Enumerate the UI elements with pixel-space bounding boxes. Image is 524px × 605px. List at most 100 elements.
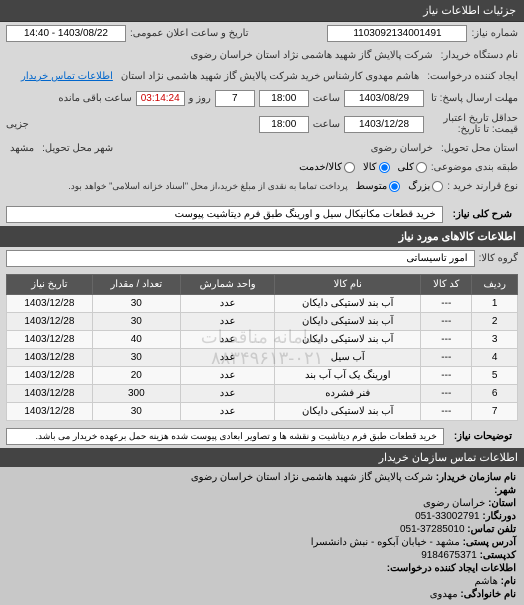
table-row: 7---آب بند لاستیکی دایکانعدد301403/12/28 — [7, 403, 518, 421]
need-title: خرید قطعات مکانیکال سیل و اورینگ طبق فرم… — [6, 206, 443, 223]
table-cell: 1403/12/28 — [7, 385, 93, 403]
table-row: 2---آب بند لاستیکی دایکانعدد301403/12/28 — [7, 313, 518, 331]
description-label: توضیحات نیاز: — [448, 429, 518, 444]
table-cell: 1403/12/28 — [7, 295, 93, 313]
table-header: تاریخ نیاز — [7, 275, 93, 295]
deadline-date: 1403/08/29 — [344, 90, 424, 107]
contract-note: پرداخت تماما به نقدی از مبلغ خرید،از محل… — [64, 179, 352, 194]
table-cell: 5 — [472, 367, 518, 385]
table-cell: --- — [421, 331, 472, 349]
contact-link[interactable]: اطلاعات تماس خریدار — [21, 71, 113, 82]
creator-label: ایجاد کننده درخواست: — [427, 71, 518, 82]
contract-radio-1[interactable] — [389, 181, 400, 192]
validity-time: 18:00 — [259, 116, 309, 133]
table-cell: 300 — [92, 385, 180, 403]
table-header: کد کالا — [421, 275, 472, 295]
table-row: 4---آب سیلعدد301403/12/28 — [7, 349, 518, 367]
footer-office-label: دورنگار: — [482, 511, 516, 522]
table-cell: 1403/12/28 — [7, 403, 93, 421]
contract-radio-group: بزرگ متوسط — [356, 181, 444, 192]
table-cell: 1403/12/28 — [7, 313, 93, 331]
table-cell: عدد — [180, 313, 274, 331]
footer-name: هاشم — [475, 576, 498, 587]
footer-address-label: آدرس پستی: — [463, 537, 516, 548]
deadline-time: 18:00 — [259, 90, 309, 107]
delivery-city: مشهد — [6, 141, 38, 156]
footer-phone-label: تلفن تماس: — [467, 524, 516, 535]
creator-value: هاشم مهدوی کارشناس خرید شرکت پالایش گاز … — [117, 69, 423, 84]
table-cell: 30 — [92, 349, 180, 367]
table-cell: آب بند لاستیکی دایکان — [275, 313, 421, 331]
request-no-label: شماره نیاز: — [471, 28, 518, 39]
footer-phone: 37285010-051 — [400, 524, 465, 535]
table-row: 3---آب بند لاستیکی دایکانعدد401403/12/28 — [7, 331, 518, 349]
delivery-province: خراسان رضوی — [367, 141, 437, 156]
table-cell: --- — [421, 403, 472, 421]
table-cell: عدد — [180, 385, 274, 403]
footer-address: مشهد - خیابان آبکوه - نبش دانشسرا — [311, 537, 460, 548]
table-cell: اورینگ یک آب آب بند — [275, 367, 421, 385]
pkg-radio-1[interactable] — [379, 162, 390, 173]
footer-office: 33002791-051 — [415, 511, 480, 522]
currency-label: جزیی — [6, 119, 29, 130]
footer-city-label: شهر: — [494, 485, 516, 496]
page-header: جزئیات اطلاعات نیاز — [0, 0, 524, 22]
table-cell: آب بند لاستیکی دایکان — [275, 295, 421, 313]
footer-province-label: استان: — [488, 498, 516, 509]
description-text: خرید قطعات طبق فرم دیتاشیت و نقشه ها و ت… — [6, 428, 444, 445]
table-cell: عدد — [180, 349, 274, 367]
contract-radio-label-1: متوسط — [356, 181, 387, 192]
footer-province: خراسان رضوی — [423, 498, 485, 509]
pkg-radio-label-0: کلی — [398, 162, 414, 173]
table-cell: عدد — [180, 367, 274, 385]
table-cell: عدد — [180, 295, 274, 313]
deadline-label: مهلت ارسال پاسخ: تا — [428, 93, 518, 104]
days-remain: 7 — [215, 90, 255, 107]
pkg-radio-2[interactable] — [344, 162, 355, 173]
table-cell: --- — [421, 349, 472, 367]
footer-postal: 9184675371 — [421, 550, 477, 561]
table-header: نام کالا — [275, 275, 421, 295]
table-header: ردیف — [472, 275, 518, 295]
table-cell: --- — [421, 385, 472, 403]
table-cell: 1403/12/28 — [7, 331, 93, 349]
contract-radio-0[interactable] — [432, 181, 443, 192]
days-label: روز و — [189, 93, 211, 104]
footer-family: مهدوی — [430, 589, 458, 600]
footer-title: اطلاعات تماس سازمان خریدار — [0, 448, 524, 467]
table-cell: عدد — [180, 403, 274, 421]
footer-name-label: نام: — [501, 576, 516, 587]
announce-label: تاریخ و ساعت اعلان عمومی: — [130, 28, 249, 39]
table-cell: آب سیل — [275, 349, 421, 367]
table-cell: 4 — [472, 349, 518, 367]
table-header: تعداد / مقدار — [92, 275, 180, 295]
request-no-value: 1103092134001491 — [327, 25, 467, 42]
table-cell: 20 — [92, 367, 180, 385]
time-remain: 03:14:24 — [136, 91, 185, 106]
table-cell: آب بند لاستیکی دایکان — [275, 403, 421, 421]
table-cell: عدد — [180, 331, 274, 349]
table-cell: 2 — [472, 313, 518, 331]
contract-radio-label-0: بزرگ — [408, 181, 430, 192]
table-cell: 30 — [92, 295, 180, 313]
table-header: واحد شمارش — [180, 275, 274, 295]
validity-date: 1403/12/28 — [344, 116, 424, 133]
pkg-radio-label-1: کالا — [363, 162, 377, 173]
table-cell: --- — [421, 295, 472, 313]
time-label-2: ساعت — [313, 119, 340, 130]
footer-postal-label: کدپستی: — [480, 550, 516, 561]
time-remain-label: ساعت باقی مانده — [58, 93, 131, 104]
need-title-label: شرح کلی نیاز: — [447, 207, 518, 222]
pkg-radio-0[interactable] — [416, 162, 427, 173]
buyer-org-value: شرکت پالایش گاز شهید هاشمی نژاد استان خر… — [187, 48, 437, 63]
footer-org-label: نام سازمان خریدار: — [436, 472, 516, 483]
footer-family-label: نام خانوادگی: — [460, 589, 516, 600]
table-cell: 1403/12/28 — [7, 367, 93, 385]
table-cell: 30 — [92, 403, 180, 421]
table-row: 6---فنر فشردهعدد3001403/12/28 — [7, 385, 518, 403]
goods-group-label: گروه کالا: — [479, 253, 518, 264]
delivery-province-label: استان محل تحویل: — [441, 143, 518, 154]
goods-section-title: اطلاعات کالاهای مورد نیاز — [0, 226, 524, 247]
time-label-1: ساعت — [313, 93, 340, 104]
table-cell: آب بند لاستیکی دایکان — [275, 331, 421, 349]
